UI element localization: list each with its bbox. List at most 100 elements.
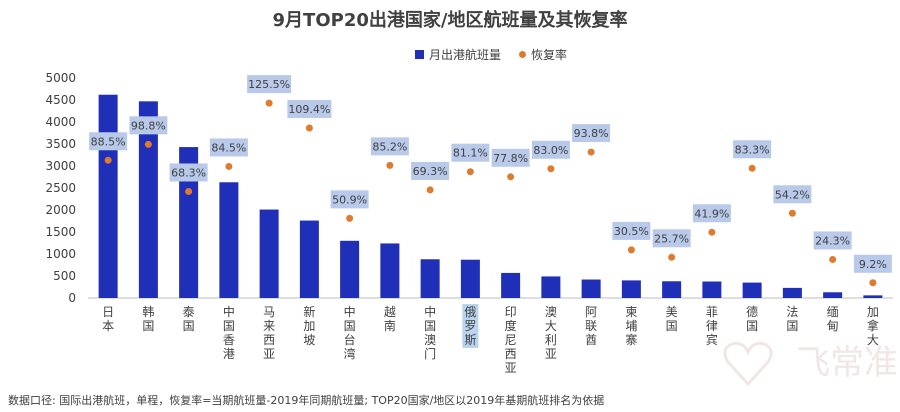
rate-label-box-7 — [370, 137, 409, 156]
rate-label-18: 24.3% — [815, 234, 850, 247]
y-tick-label: 1000 — [45, 247, 76, 261]
rate-label-3: 84.5% — [211, 141, 246, 154]
bar-19 — [863, 295, 883, 298]
rate-label-box-4 — [247, 75, 292, 94]
rate-label-9: 81.1% — [453, 147, 488, 160]
rate-point-0 — [104, 156, 112, 164]
legend-label-flights: 月出港航班量 — [429, 48, 502, 62]
rate-label-box-12 — [572, 124, 611, 143]
x-tick-label-3: 中国香港 — [223, 304, 235, 361]
bar-7 — [380, 243, 400, 298]
chart-title: 9月TOP20出港国家/地区航班量及其恢复率 — [272, 10, 628, 31]
category-highlight — [462, 304, 479, 348]
y-tick-label: 5000 — [45, 71, 76, 85]
x-tick-label-6: 中国台湾 — [344, 304, 356, 361]
bar-8 — [420, 259, 440, 298]
x-tick-label-8: 中国澳门 — [424, 304, 436, 361]
rate-point-4 — [265, 99, 273, 107]
bar-15 — [702, 281, 722, 298]
rate-label-12: 93.8% — [574, 127, 609, 140]
legend: 月出港航班量 恢复率 — [415, 46, 567, 63]
bar-5 — [299, 220, 319, 298]
rate-point-18 — [829, 255, 837, 263]
bar-17 — [782, 287, 802, 298]
rate-point-16 — [748, 164, 756, 172]
legend-label-recovery: 恢复率 — [531, 48, 568, 62]
x-tick-label-10: 印度尼西亚 — [505, 305, 517, 375]
rate-label-8: 69.3% — [413, 165, 448, 178]
rate-point-9 — [466, 168, 474, 176]
rate-label-7: 85.2% — [372, 140, 407, 153]
rate-point-14 — [668, 253, 676, 261]
x-tick-label-2: 泰国 — [183, 305, 195, 333]
rate-label-6: 50.9% — [332, 193, 367, 206]
rate-label-box-8 — [411, 161, 450, 180]
y-tick-label: 0 — [68, 291, 76, 305]
bar-16 — [742, 282, 762, 298]
x-tick-label-7: 越南 — [384, 305, 396, 333]
bar-6 — [340, 240, 360, 298]
y-tick-label: 4000 — [45, 115, 76, 129]
legend-dot-swatch — [519, 51, 527, 58]
rate-label-box-9 — [451, 143, 490, 162]
rate-label-box-13 — [612, 221, 651, 240]
rate-label-5: 109.4% — [288, 103, 330, 116]
watermark-logo: 飞常准 — [723, 341, 896, 387]
rate-point-2 — [185, 187, 193, 195]
rate-point-7 — [386, 161, 394, 169]
rate-point-13 — [627, 246, 635, 254]
rate-label-4: 125.5% — [248, 78, 290, 91]
svg-text:飞常准: 飞常准 — [796, 343, 896, 383]
rate-label-box-14 — [652, 229, 691, 248]
rate-label-11: 83.0% — [533, 144, 568, 157]
bar-12 — [581, 279, 601, 298]
rate-label-box-2 — [169, 163, 208, 182]
x-tick-label-4: 马来西亚 — [263, 305, 275, 361]
y-tick-label: 4500 — [45, 93, 76, 107]
x-tick-label-5: 新加坡 — [303, 304, 315, 347]
rate-point-6 — [346, 214, 354, 222]
bar-0 — [98, 94, 118, 298]
bar-11 — [541, 276, 561, 298]
rate-label-2: 68.3% — [171, 166, 206, 179]
rate-label-1: 98.8% — [131, 119, 166, 132]
y-tick-label: 500 — [53, 269, 76, 283]
rate-point-1 — [144, 140, 152, 148]
x-tick-label-19: 加拿大 — [867, 305, 879, 347]
bar-2 — [179, 147, 199, 298]
y-tick-label: 2000 — [45, 203, 76, 217]
footnote: 数据口径: 国际出港航班，单程，恢复率=当期航班量-2019年同期航班量; TO… — [8, 394, 605, 407]
rate-point-5 — [305, 124, 313, 132]
rate-label-17: 54.2% — [775, 188, 810, 201]
bar-3 — [219, 182, 239, 298]
rate-label-15: 41.9% — [694, 207, 729, 220]
x-tick-label-0: 日本 — [102, 305, 114, 333]
rate-point-3 — [225, 162, 233, 170]
bar-10 — [501, 272, 521, 298]
rate-label-box-18 — [813, 231, 852, 250]
bar-18 — [823, 292, 843, 298]
x-tick-label-14: 美国 — [666, 305, 678, 333]
bar-1 — [138, 101, 158, 298]
rate-point-15 — [708, 228, 716, 236]
rate-label-box-10 — [491, 148, 530, 167]
rate-label-19: 9.2% — [859, 258, 887, 271]
x-tick-label-16: 德国 — [746, 304, 758, 333]
y-tick-label: 3000 — [45, 159, 76, 173]
y-tick-label: 1500 — [45, 225, 76, 239]
legend-bar-swatch — [415, 50, 424, 59]
x-tick-label-11: 澳大利亚 — [545, 305, 557, 361]
x-tick-label-18: 缅甸 — [827, 305, 839, 333]
bar-13 — [621, 280, 641, 298]
rate-label-box-5 — [287, 99, 332, 118]
x-tick-label-9: 俄罗斯 — [464, 305, 476, 347]
rate-point-12 — [587, 148, 595, 156]
rate-point-19 — [869, 279, 877, 287]
rate-label-14: 25.7% — [654, 232, 689, 245]
rate-label-box-0 — [89, 132, 128, 151]
x-tick-label-17: 法国 — [786, 305, 798, 333]
x-tick-label-15: 菲律宾 — [706, 305, 718, 347]
rate-label-box-1 — [129, 116, 168, 135]
rate-label-box-17 — [773, 185, 812, 204]
x-tick-label-13: 柬埔寨 — [625, 305, 637, 347]
